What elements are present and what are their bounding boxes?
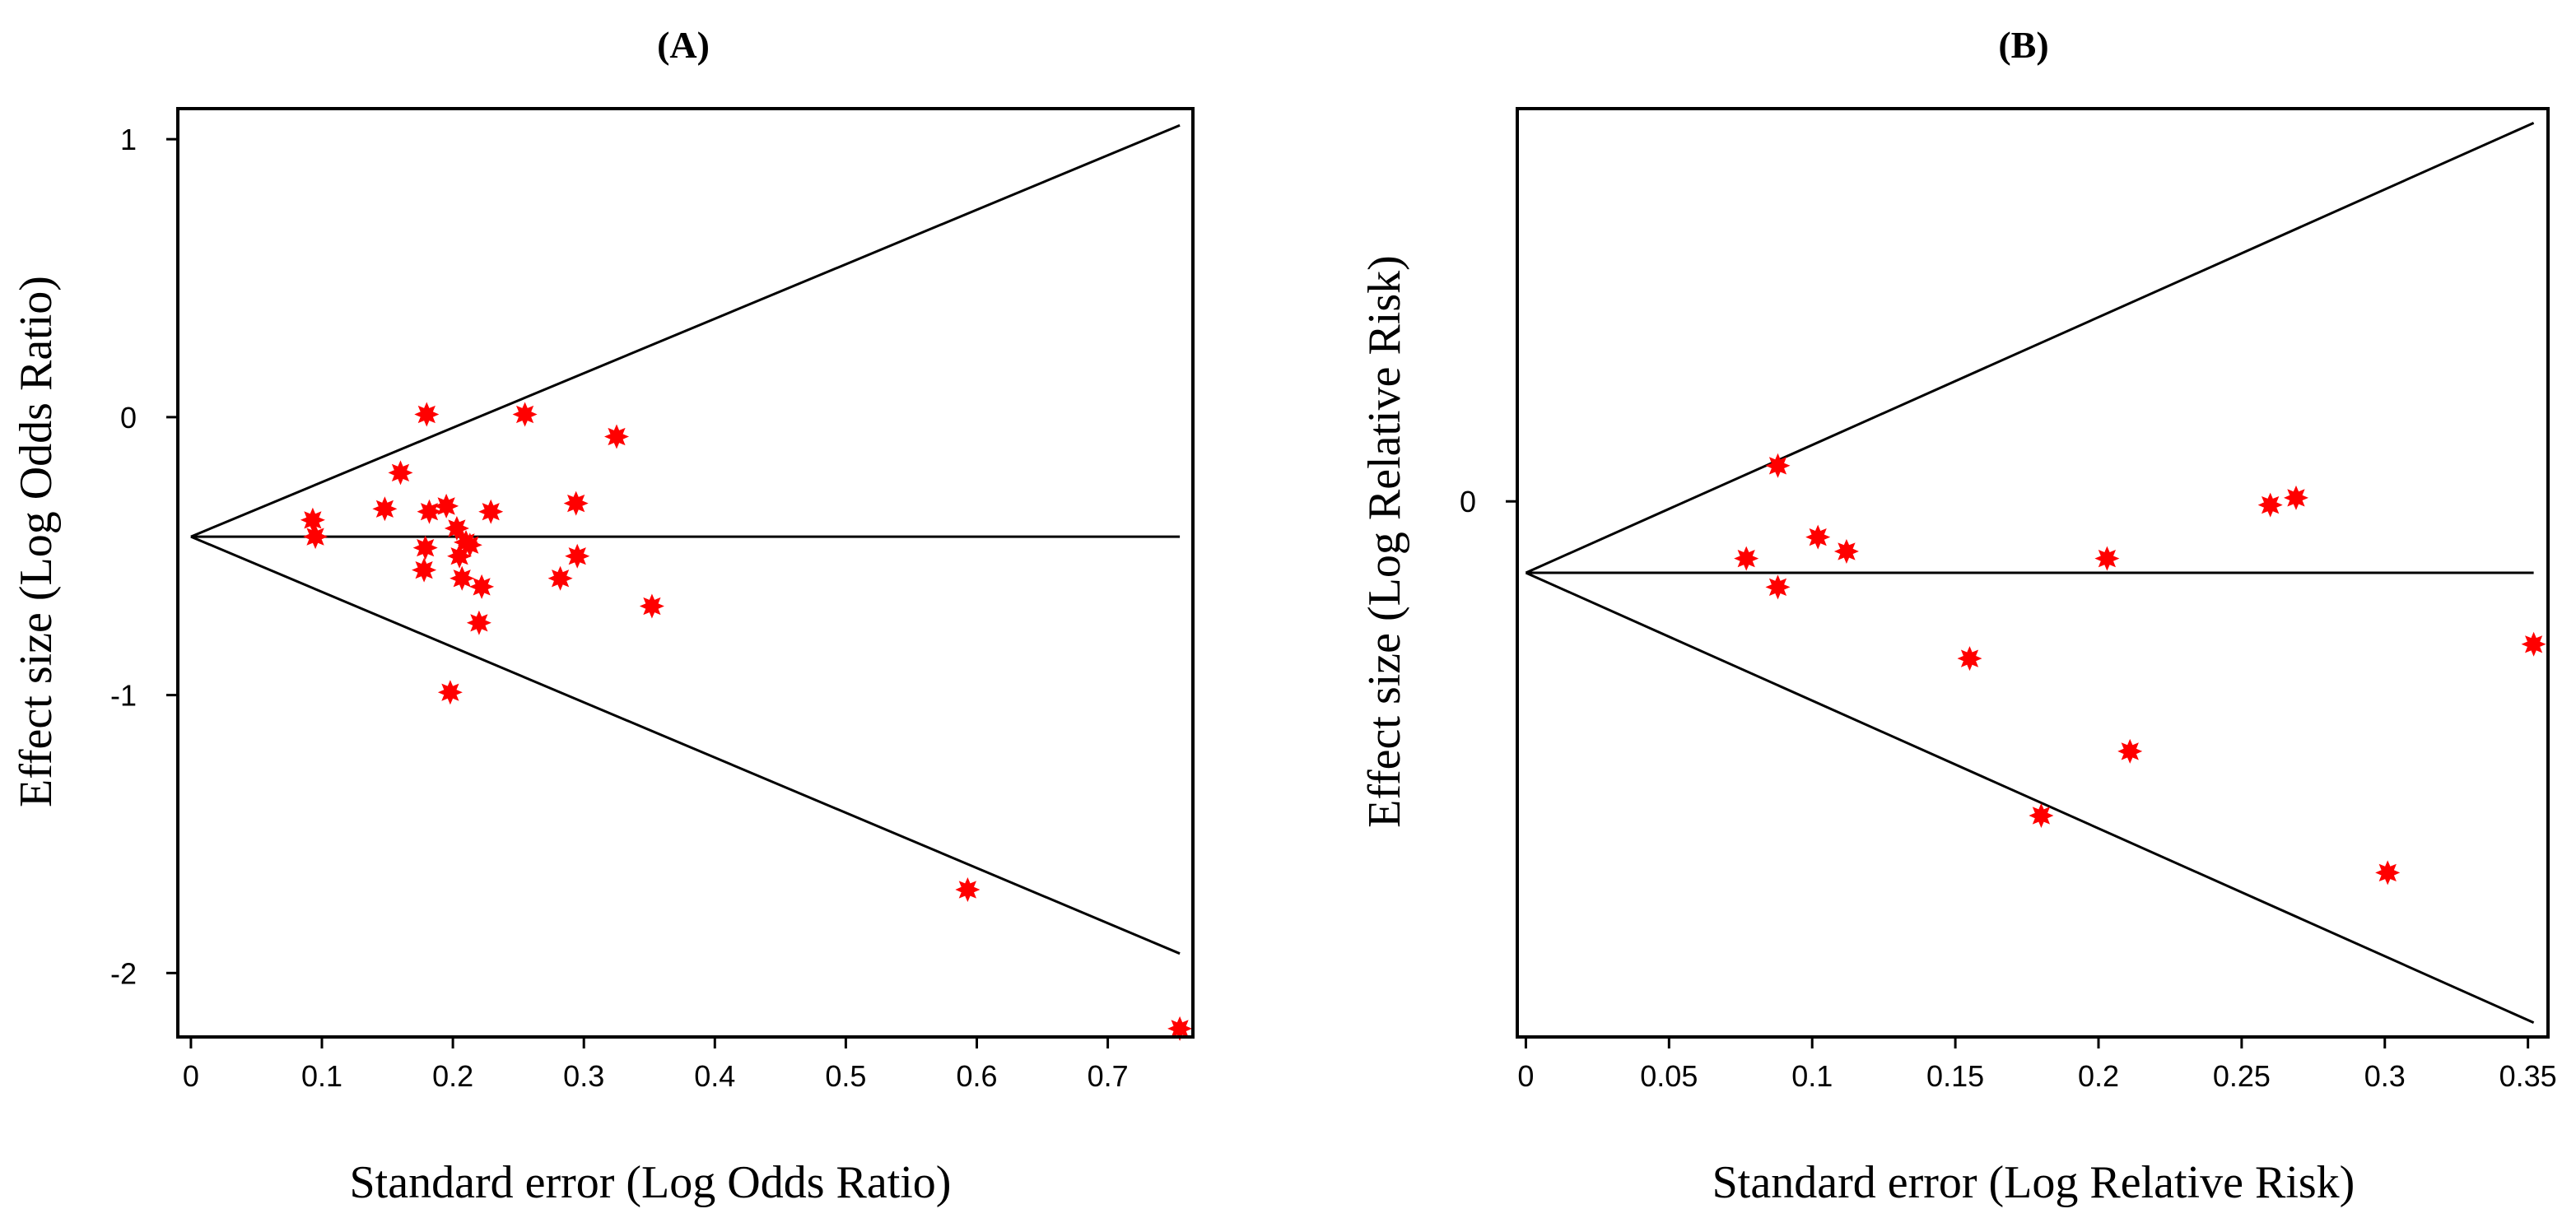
- panel-b-data-point: [1833, 539, 1859, 564]
- panel-a-points: [300, 402, 1193, 1041]
- panel-a-chart: (A) Effect size (Log Odds Ratio) Standar…: [11, 24, 1195, 1208]
- panel-a-data-point: [414, 402, 440, 427]
- panel-a-title: (A): [657, 24, 710, 66]
- panel-a-data-point: [955, 877, 981, 902]
- panel-a-x-tick-label: 0.1: [301, 1059, 342, 1093]
- panel-a-data-point: [469, 574, 495, 599]
- panel-b-data-point: [2284, 485, 2308, 510]
- panel-a-x-tick-label: 0.4: [694, 1059, 735, 1093]
- panel-a-data-point: [412, 557, 437, 583]
- panel-b-data-point: [1765, 453, 1791, 478]
- panel-b-data-point: [1957, 646, 1982, 672]
- panel-a-y-tick-label: -2: [110, 956, 137, 990]
- panel-a-data-point: [417, 499, 442, 524]
- panel-a-data-point: [303, 524, 328, 550]
- panel-b-y-axis-label: Effect size (Log Relative Risk): [1359, 255, 1410, 828]
- panel-b-x-tick-label: 0.25: [2213, 1059, 2271, 1093]
- panel-b-data-point: [1805, 524, 1831, 550]
- panel-a-y-axis-label: Effect size (Log Odds Ratio): [11, 276, 62, 807]
- panel-b-title: (B): [1998, 24, 2048, 66]
- panel-b-points: [1734, 453, 2546, 886]
- panel-b-x-tick-label: 0.1: [1791, 1059, 1833, 1093]
- panel-b-ticks: 0 0.05 0.1 0.15 0.2 0.25 0.3 0.35 0: [1460, 485, 2557, 1093]
- panel-b-chart: (B) Effect size (Log Relative Risk) Stan…: [1359, 24, 2557, 1208]
- panel-a-x-tick-label: 0.3: [563, 1059, 604, 1093]
- panel-a-y-tick-label: 0: [120, 401, 137, 435]
- panel-b-funnel-lines: [1525, 121, 2535, 1025]
- panel-a-data-point: [547, 565, 573, 591]
- panel-a-data-point: [434, 493, 459, 518]
- panel-a-data-point: [437, 680, 463, 705]
- panel-a-data-point: [478, 499, 504, 524]
- panel-a-x-tick-label: 0: [183, 1059, 199, 1093]
- panel-a-data-point: [565, 543, 590, 569]
- panel-a-x-tick-label: 0.2: [432, 1059, 473, 1093]
- panel-b-plot-frame: [1516, 107, 2550, 1039]
- panel-a-x-tick-label: 0.7: [1088, 1059, 1129, 1093]
- panel-a-data-point: [450, 565, 475, 591]
- panel-a-x-tick-label: 0.5: [825, 1059, 866, 1093]
- panel-b-data-point: [1734, 546, 1759, 571]
- panel-b-data-point: [2094, 546, 2120, 571]
- panel-a-data-point: [466, 610, 491, 635]
- panel-b-x-tick-label: 0: [1517, 1059, 1534, 1093]
- panel-a-upper-confidence-line: [190, 123, 1181, 538]
- panel-a-ticks: 0 0.1 0.2 0.3 0.4 0.5 0.6 0.7 1 0 -1 -2: [110, 123, 1129, 1093]
- panel-b-data-point: [2117, 738, 2143, 764]
- panel-a-data-point: [300, 507, 325, 532]
- panel-b-data-point: [2521, 631, 2546, 657]
- panel-b-data-point: [1765, 574, 1791, 600]
- panel-b-x-tick-label: 0.35: [2499, 1059, 2557, 1093]
- panel-a-data-point: [563, 490, 589, 516]
- panel-a-data-point: [372, 496, 398, 522]
- panel-a-y-tick-label: -1: [110, 679, 137, 713]
- panel-b-x-tick-label: 0.05: [1640, 1059, 1698, 1093]
- panel-b-x-tick-label: 0.3: [2364, 1059, 2406, 1093]
- panel-a-data-point: [639, 593, 664, 619]
- panel-a-data-point: [444, 516, 469, 541]
- panel-a-data-point: [1167, 1016, 1193, 1041]
- panel-a-lower-confidence-line: [190, 535, 1181, 955]
- panel-b-data-point: [2375, 860, 2401, 886]
- panel-b-x-axis-label: Standard error (Log Relative Risk): [1712, 1157, 2355, 1208]
- panel-b-x-tick-label: 0.2: [2078, 1059, 2119, 1093]
- panel-b-y-tick-label: 0: [1460, 485, 1476, 518]
- panel-a-data-point: [412, 535, 438, 560]
- panel-a-y-tick-label: 1: [120, 123, 137, 156]
- panel-a-data-point: [512, 402, 538, 427]
- panel-a-x-tick-label: 0.6: [956, 1059, 997, 1093]
- panel-a-x-axis-label: Standard error (Log Odds Ratio): [350, 1157, 952, 1208]
- panel-b-upper-confidence-line: [1525, 121, 2535, 574]
- panel-b-data-point: [2029, 803, 2054, 828]
- panel-a-funnel-lines: [190, 123, 1181, 955]
- panel-a-data-point: [388, 460, 413, 486]
- panel-a-plot-frame: [176, 107, 1195, 1039]
- panel-b-lower-confidence-line: [1525, 571, 2535, 1025]
- panel-b-x-tick-label: 0.15: [1926, 1059, 1984, 1093]
- panel-a-data-point: [604, 424, 629, 449]
- panel-b-data-point: [2257, 492, 2283, 518]
- panel-a-data-point: [457, 532, 482, 558]
